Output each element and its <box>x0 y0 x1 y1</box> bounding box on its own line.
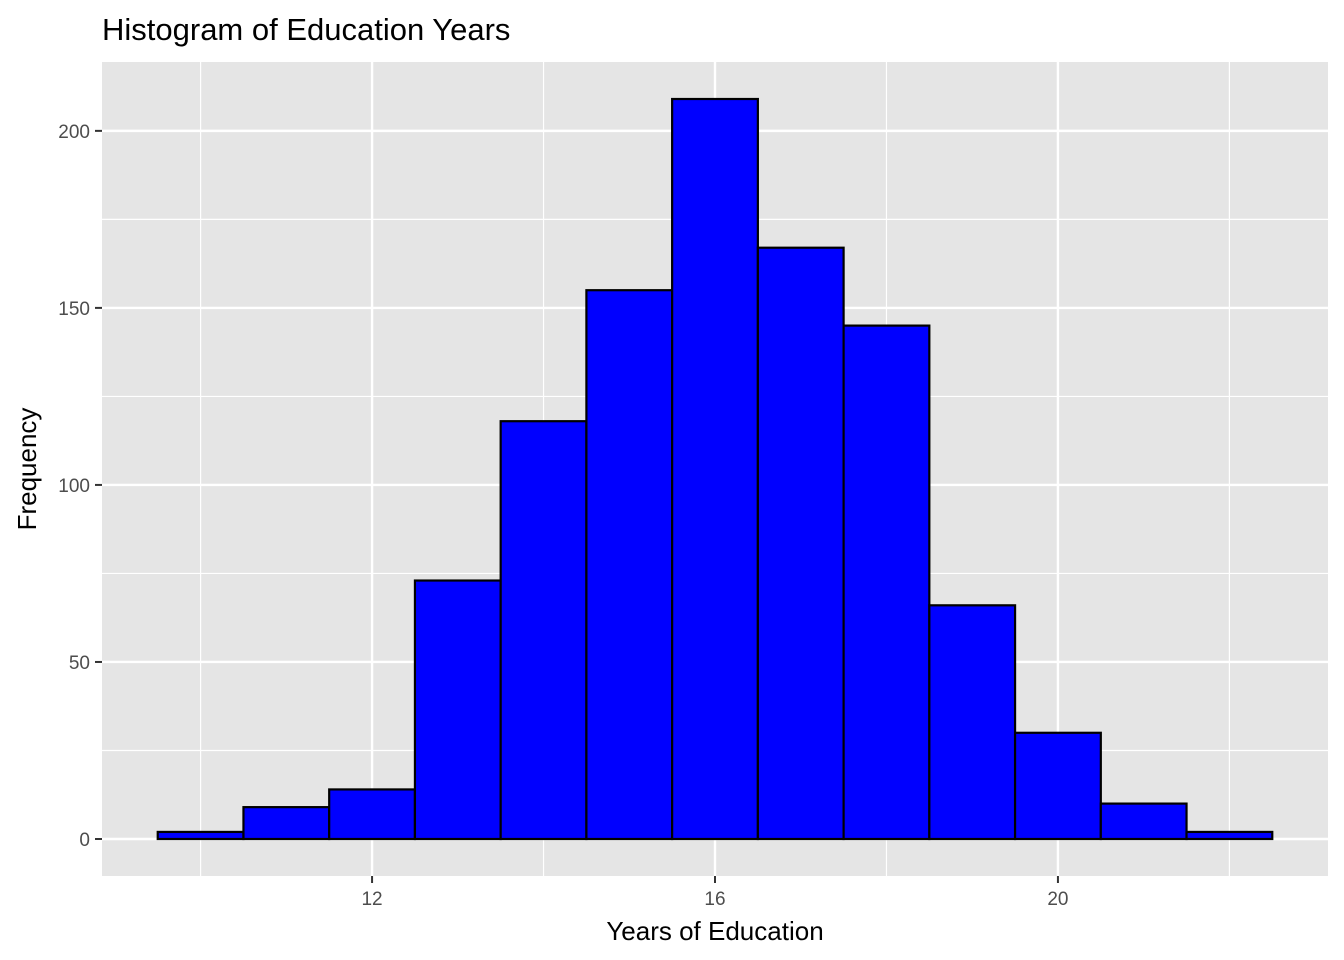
y-axis-title: Frequency <box>12 408 42 531</box>
histogram-bar <box>928 604 1017 841</box>
histogram-bar <box>242 806 331 841</box>
histogram-bar <box>328 788 417 841</box>
x-axis-title: Years of Education <box>606 916 823 946</box>
x-tick-label: 16 <box>704 889 725 910</box>
histogram-bar <box>499 420 588 841</box>
histogram-bar <box>1099 802 1188 841</box>
histogram-bar <box>1185 830 1274 841</box>
y-axis: 0 50 100 150 200 <box>58 122 102 851</box>
y-tick-label: 0 <box>79 830 90 851</box>
histogram-bar <box>842 324 931 841</box>
histogram-bar <box>413 579 502 841</box>
histogram-bar <box>756 246 845 841</box>
y-tick-label: 150 <box>58 299 90 320</box>
x-tick-label: 20 <box>1047 889 1068 910</box>
y-tick-label: 50 <box>69 653 90 674</box>
histogram-bar <box>585 289 674 841</box>
x-tick-label: 12 <box>361 889 382 910</box>
y-tick-label: 200 <box>58 122 90 143</box>
histogram-bars <box>156 97 1274 841</box>
y-tick-label: 100 <box>58 476 90 497</box>
x-axis: 12 16 20 <box>361 876 1069 910</box>
histogram-bar <box>1013 731 1102 841</box>
chart-title: Histogram of Education Years <box>102 12 510 47</box>
histogram-bar <box>156 830 245 841</box>
histogram-bar <box>671 97 759 841</box>
